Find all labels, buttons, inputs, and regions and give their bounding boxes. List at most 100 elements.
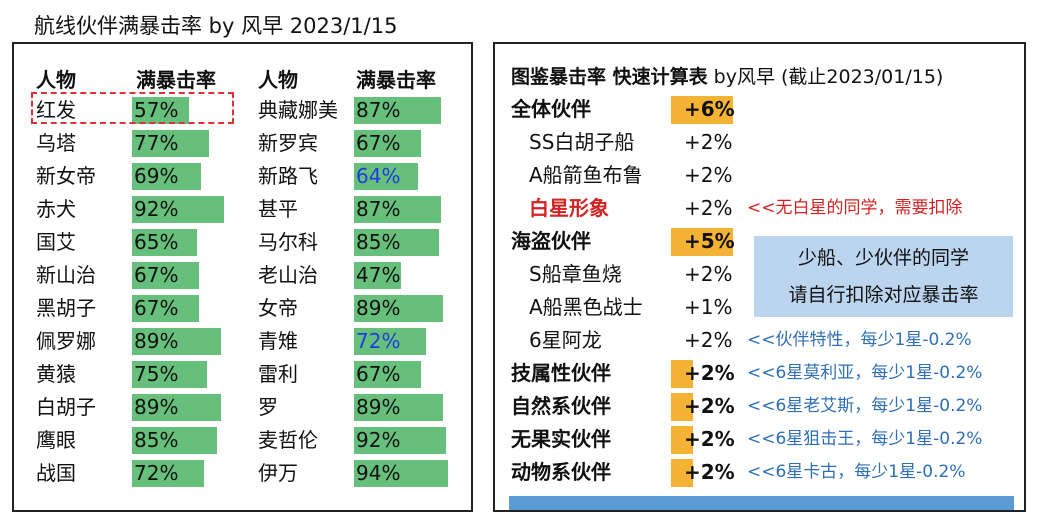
bonus-note: <<6星卡古，每少1星-0.2% bbox=[747, 462, 966, 482]
character-name: 伊万 bbox=[258, 461, 298, 485]
crit-rate-value: 75% bbox=[134, 362, 179, 386]
crit-rate-value: 85% bbox=[134, 428, 179, 452]
bonus-source-label: SS白胡子船 bbox=[529, 130, 635, 154]
crit-rate-bar bbox=[354, 163, 418, 190]
crit-rate-bar bbox=[132, 361, 207, 388]
crit-rate-value: 92% bbox=[356, 428, 401, 452]
crit-rate-value: 92% bbox=[134, 197, 179, 221]
crit-rate-bar bbox=[132, 229, 197, 256]
info-line-2: 请自行扣除对应暴击率 bbox=[788, 284, 979, 306]
bonus-value: +2% bbox=[684, 163, 733, 187]
table-row: 佩罗娜 89% 青雉 72% bbox=[14, 325, 471, 358]
crit-rate-bar bbox=[132, 262, 199, 289]
table-row: 鹰眼 85% 麦哲伦 92% bbox=[14, 424, 471, 457]
info-line-1: 少船、少伙伴的同学 bbox=[797, 247, 969, 269]
crit-rate-value: 47% bbox=[356, 263, 401, 287]
bonus-value: +5% bbox=[684, 229, 735, 253]
bonus-note: <<6星狙击王，每少1星-0.2% bbox=[747, 429, 983, 449]
table-row: 新山治 67% 老山治 47% bbox=[14, 259, 471, 292]
crit-rate-value: 89% bbox=[134, 395, 179, 419]
calculator-row: 6星阿龙 +2% <<伙伴特性，每少1星-0.2% bbox=[495, 324, 1024, 357]
table-row: 黑胡子 67% 女帝 89% bbox=[14, 292, 471, 325]
crit-rate-bar bbox=[354, 427, 446, 454]
character-name: 乌塔 bbox=[36, 131, 76, 155]
bonus-source-label: 白星形象 bbox=[529, 196, 609, 220]
table-row: 黄猿 75% 雷利 67% bbox=[14, 358, 471, 391]
character-name: 黑胡子 bbox=[36, 296, 96, 320]
crit-rate-bar bbox=[354, 394, 443, 421]
bonus-value: +2% bbox=[684, 130, 733, 154]
crit-rate-value: 87% bbox=[356, 197, 401, 221]
table-row: 赤犬 92% 甚平 87% bbox=[14, 193, 471, 226]
bonus-source-label: 动物系伙伴 bbox=[511, 460, 611, 484]
crit-rate-bar bbox=[354, 130, 421, 157]
character-name: 白胡子 bbox=[36, 395, 96, 419]
crit-rate-value: 67% bbox=[134, 296, 179, 320]
character-name: 新山治 bbox=[36, 263, 96, 287]
crit-calculator-table: 图鉴暴击率 快速计算表 by风早 (截止2023/01/15) 全体伙伴 +6% S… bbox=[493, 42, 1026, 512]
calculator-row: 白星形象 +2% <<无白星的同学，需要扣除 bbox=[495, 192, 1024, 225]
crit-rate-bar bbox=[354, 229, 439, 256]
crit-rate-value: 89% bbox=[356, 296, 401, 320]
table-row: 新女帝 69% 新路飞 64% bbox=[14, 160, 471, 193]
bonus-value: +6% bbox=[684, 97, 735, 121]
highlight-dashed-box bbox=[31, 92, 234, 124]
crit-rate-value: 69% bbox=[134, 164, 179, 188]
crit-rate-value: 67% bbox=[356, 131, 401, 155]
crit-rate-value: 64% bbox=[356, 164, 401, 188]
bonus-note: <<伙伴特性，每少1星-0.2% bbox=[747, 330, 972, 350]
crit-rate-value: 72% bbox=[356, 329, 401, 353]
bonus-value: +2% bbox=[684, 394, 735, 418]
character-name: 鹰眼 bbox=[36, 428, 76, 452]
table-row: 白胡子 89% 罗 89% bbox=[14, 391, 471, 424]
character-name: 麦哲伦 bbox=[258, 428, 318, 452]
calculator-row: SS白胡子船 +2% bbox=[495, 126, 1024, 159]
character-name: 红发 bbox=[36, 98, 76, 122]
character-name: 新路飞 bbox=[258, 164, 318, 188]
bonus-source-label: S船章鱼烧 bbox=[529, 262, 622, 286]
calculator-row: A船黑色战士 +1% bbox=[495, 291, 1024, 324]
crit-rate-bar bbox=[354, 262, 401, 289]
crit-rate-bar bbox=[354, 328, 426, 355]
crit-rate-bar bbox=[354, 460, 448, 487]
calculator-row: 全体伙伴 +6% bbox=[495, 93, 1024, 126]
character-name: 国艾 bbox=[36, 230, 76, 254]
bottom-strip bbox=[509, 496, 1014, 510]
page-title: 航线伙伴满暴击率 by 风早 2023/1/15 bbox=[34, 14, 398, 38]
calculator-row: 技属性伙伴 +2% <<6星莫利亚，每少1星-0.2% bbox=[495, 357, 1024, 390]
bonus-source-label: 无果实伙伴 bbox=[511, 427, 611, 451]
table-row: 战国 72% 伊万 94% bbox=[14, 457, 471, 490]
bonus-value: +2% bbox=[684, 262, 733, 286]
bonus-value: +2% bbox=[684, 196, 733, 220]
calculator-row: S船章鱼烧 +2% bbox=[495, 258, 1024, 291]
crit-rate-value: 72% bbox=[134, 461, 179, 485]
character-name: 马尔科 bbox=[258, 230, 318, 254]
character-name: 老山治 bbox=[258, 263, 318, 287]
crit-rate-bar bbox=[354, 361, 421, 388]
bonus-source-label: 6星阿龙 bbox=[529, 328, 602, 352]
bonus-source-label: 自然系伙伴 bbox=[511, 394, 611, 418]
crit-rate-bar bbox=[354, 97, 441, 124]
bonus-value: +2% bbox=[684, 328, 733, 352]
bonus-highlight bbox=[671, 96, 733, 124]
crit-rate-bar bbox=[132, 130, 209, 157]
crit-rate-bar bbox=[132, 163, 201, 190]
crit-rate-value: 89% bbox=[134, 329, 179, 353]
table-row: 国艾 65% 马尔科 85% bbox=[14, 226, 471, 259]
character-name: 战国 bbox=[36, 461, 76, 485]
character-name: 青雉 bbox=[258, 329, 298, 353]
table-row: 乌塔 77% 新罗宾 67% bbox=[14, 127, 471, 160]
crit-rate-value: 67% bbox=[134, 263, 179, 287]
crit-rate-bar bbox=[132, 460, 204, 487]
bonus-source-label: 全体伙伴 bbox=[511, 97, 591, 121]
crit-rate-bar bbox=[132, 328, 221, 355]
bonus-highlight bbox=[671, 360, 693, 388]
crit-rate-bar bbox=[354, 196, 441, 223]
header-crit-rate-1: 满暴击率 bbox=[136, 68, 216, 92]
bonus-source-label: A船箭鱼布鲁 bbox=[529, 163, 643, 187]
character-name: 典藏娜美 bbox=[258, 98, 338, 122]
crit-rate-bar bbox=[132, 295, 199, 322]
character-name: 甚平 bbox=[258, 197, 298, 221]
bonus-highlight bbox=[671, 228, 733, 256]
character-name: 女帝 bbox=[258, 296, 298, 320]
